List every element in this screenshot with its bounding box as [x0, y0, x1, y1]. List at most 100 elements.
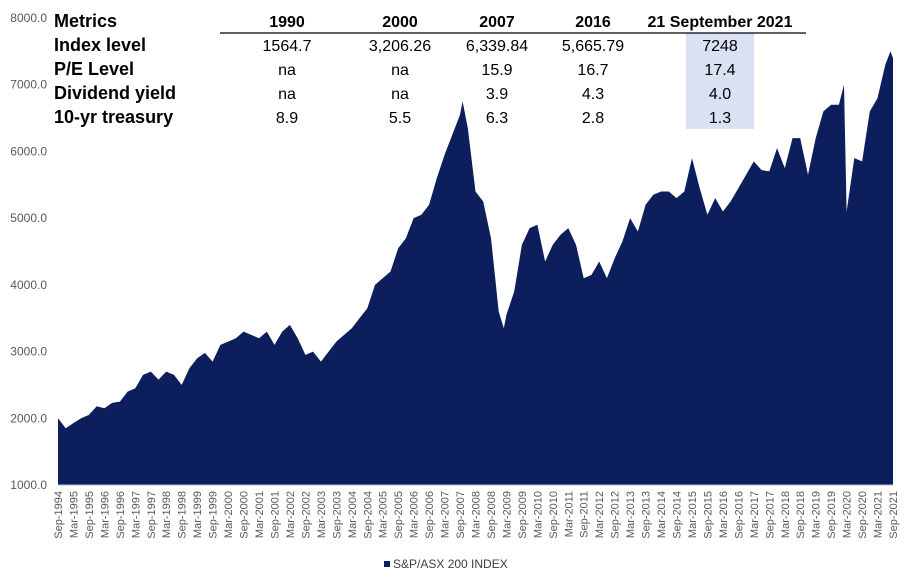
x-tick-label: Sep-1997 [146, 491, 158, 539]
table-header-metrics: Metrics [54, 11, 117, 31]
table-row-label: Dividend yield [54, 83, 176, 103]
x-tick-label: Mar-2000 [223, 491, 235, 538]
x-tick-label: Mar-2007 [440, 491, 452, 538]
table-cell: 8.9 [276, 110, 298, 127]
table-cell: na [391, 86, 409, 103]
table-cell: na [391, 62, 409, 79]
x-tick-label: Mar-2002 [285, 491, 297, 538]
x-tick-label: Sep-2016 [733, 491, 745, 539]
y-tick-label: 7000.0 [10, 78, 47, 92]
x-tick-label: Mar-2004 [347, 491, 359, 538]
x-tick-label: Sep-2002 [300, 491, 312, 539]
table-column-header: 2016 [575, 14, 611, 31]
x-tick-label: Mar-1998 [161, 491, 173, 538]
table-cell: 7248 [702, 38, 738, 55]
x-tick-label: Sep-2018 [795, 491, 807, 539]
y-tick-label: 5000.0 [10, 211, 47, 225]
x-tick-label: Sep-2001 [270, 491, 282, 539]
table-cell: 5.5 [389, 110, 411, 127]
table-cell: 6,339.84 [466, 38, 528, 55]
x-tick-label: Mar-2014 [656, 491, 668, 538]
x-tick-label: Sep-2007 [455, 491, 467, 539]
x-tick-label: Mar-1996 [99, 491, 111, 538]
x-tick-label: Mar-2019 [811, 491, 823, 538]
x-tick-label: Mar-2015 [687, 491, 699, 538]
x-tick-label: Mar-2001 [254, 491, 266, 538]
x-tick-label: Sep-2010 [548, 491, 560, 539]
x-tick-label: Mar-2021 [873, 491, 885, 538]
table-column-header: 21 September 2021 [648, 14, 793, 31]
table-cell: 4.3 [582, 86, 604, 103]
legend-label: S&P/ASX 200 INDEX [393, 557, 508, 571]
table-cell: 17.4 [704, 62, 735, 79]
x-tick-label: Mar-1999 [192, 491, 204, 538]
x-tick-label: Mar-2009 [501, 491, 513, 538]
x-tick-label: Sep-1995 [84, 491, 96, 539]
y-tick-label: 6000.0 [10, 144, 47, 158]
table-cell: na [278, 86, 296, 103]
x-tick-label: Sep-2009 [517, 491, 529, 539]
x-tick-label: Mar-2010 [532, 491, 544, 538]
table-row-label: P/E Level [54, 59, 134, 79]
table-column-header: 2007 [479, 14, 515, 31]
area-series-asx200 [58, 51, 893, 486]
x-axis: Sep-1994 Mar-1995 Sep-1995 Mar-1996 Sep-1996… [53, 491, 900, 539]
x-tick-label: Mar-2006 [409, 491, 421, 538]
x-tick-label: Sep-2008 [486, 491, 498, 539]
x-tick-label: Sep-2020 [857, 491, 869, 539]
x-tick-label: Mar-2012 [594, 491, 606, 538]
table-cell: 15.9 [481, 62, 512, 79]
x-tick-label: Sep-1999 [208, 491, 220, 539]
table-cell: 6.3 [486, 110, 508, 127]
y-tick-label: 2000.0 [10, 411, 47, 425]
table-cell: 5,665.79 [562, 38, 624, 55]
x-tick-label: Sep-2012 [610, 491, 622, 539]
x-tick-label: Mar-2005 [378, 491, 390, 538]
x-tick-label: Sep-2013 [641, 491, 653, 539]
table-row-label: Index level [54, 35, 146, 55]
x-tick-label: Sep-2005 [393, 491, 405, 539]
table-cell: 4.0 [709, 86, 731, 103]
table-cell: 3,206.26 [369, 38, 431, 55]
table-cell: na [278, 62, 296, 79]
y-tick-label: 8000.0 [10, 11, 47, 25]
table-cell: 16.7 [577, 62, 608, 79]
y-axis: 1000.0 2000.0 3000.0 4000.0 5000.0 6000.0 7000… [10, 11, 47, 492]
x-tick-label: Sep-1994 [53, 491, 65, 539]
x-tick-label: Sep-2003 [331, 491, 343, 539]
x-tick-label: Sep-2006 [424, 491, 436, 539]
y-tick-label: 3000.0 [10, 345, 47, 359]
x-tick-label: Sep-2014 [672, 491, 684, 539]
x-tick-label: Sep-2011 [579, 491, 591, 538]
x-tick-label: Mar-2017 [749, 491, 761, 538]
x-tick-label: Sep-2019 [826, 491, 838, 539]
x-tick-label: Mar-2011 [563, 491, 575, 537]
table-column-header: 2000 [382, 14, 418, 31]
x-tick-label: Mar-2016 [718, 491, 730, 538]
x-tick-label: Mar-2013 [625, 491, 637, 538]
highlight-column [686, 33, 754, 129]
x-tick-label: Mar-2003 [316, 491, 328, 538]
x-tick-label: Mar-2008 [471, 491, 483, 538]
x-tick-label: Mar-1997 [130, 491, 142, 538]
x-tick-label: Mar-2020 [842, 491, 854, 538]
x-tick-label: Sep-2000 [239, 491, 251, 539]
y-tick-label: 1000.0 [10, 478, 47, 492]
x-tick-label: Sep-2015 [702, 491, 714, 539]
table-cell: 2.8 [582, 110, 604, 127]
table-cell: 3.9 [486, 86, 508, 103]
x-tick-label: Sep-2017 [764, 491, 776, 539]
x-tick-label: Sep-1998 [177, 491, 189, 539]
x-tick-label: Sep-2004 [362, 491, 374, 539]
x-tick-label: Mar-1995 [69, 491, 81, 538]
table-row-label: 10-yr treasury [54, 107, 173, 127]
metrics-table: Metrics 1990 2000 2007 2016 21 September 202… [54, 11, 806, 129]
table-column-header: 1990 [269, 14, 305, 31]
legend: S&P/ASX 200 INDEX [384, 557, 508, 571]
legend-swatch [384, 561, 390, 567]
table-cell: 1564.7 [263, 38, 312, 55]
x-tick-label: Sep-1996 [115, 491, 127, 539]
x-tick-label: Sep-2021 [888, 491, 900, 539]
table-cell: 1.3 [709, 110, 731, 127]
